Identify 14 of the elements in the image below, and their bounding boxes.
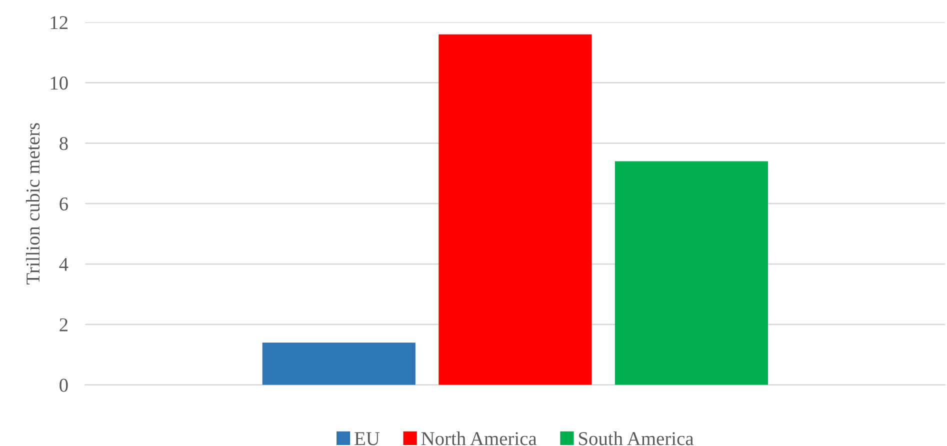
legend-label: EU [354, 432, 380, 446]
y-tick-label: 6 [60, 197, 68, 211]
y-tick-label: 2 [60, 318, 68, 332]
y-tick-label: 4 [59, 258, 68, 271]
legend-label: South America [579, 432, 694, 446]
bar [438, 34, 592, 385]
y-tick-label: 10 [50, 76, 68, 90]
y-tick-label: 0 [60, 378, 68, 392]
legend-label: North America [421, 432, 537, 446]
y-tick-label: 12 [50, 16, 68, 30]
bar [262, 342, 416, 385]
y-tick-label: 8 [60, 136, 68, 150]
y-axis-title: Trillion cubic meters [26, 123, 40, 284]
bar [614, 161, 768, 385]
